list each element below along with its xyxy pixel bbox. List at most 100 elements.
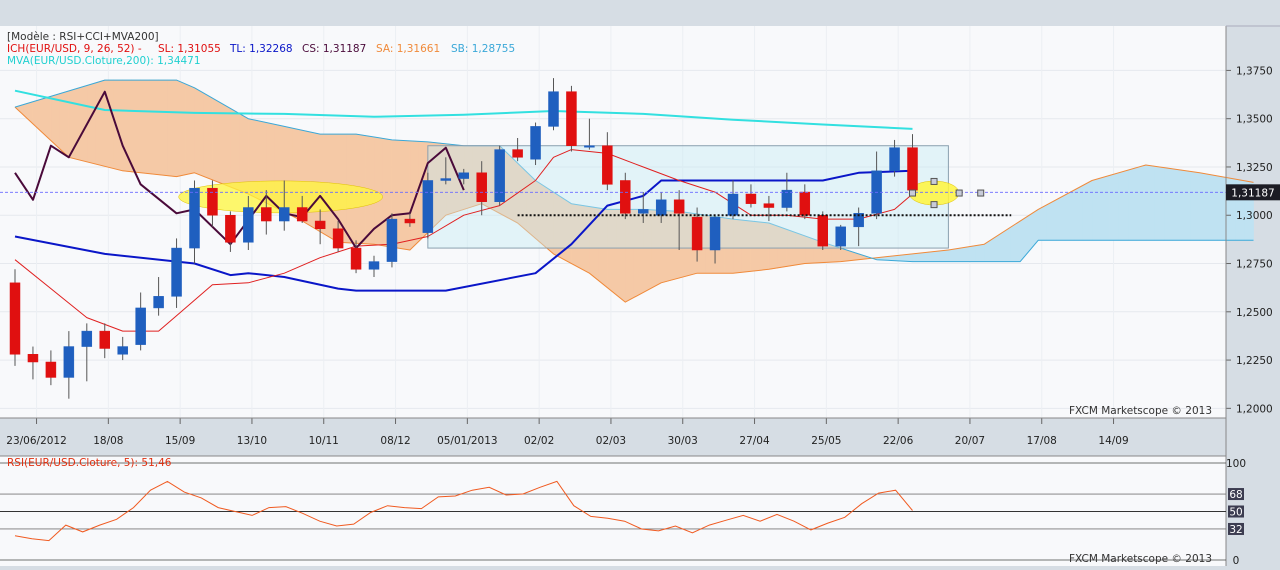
- candle-body: [709, 216, 721, 251]
- candle-body: [512, 149, 523, 158]
- candle[interactable]: [153, 277, 164, 316]
- rsi-line: [14, 480, 913, 542]
- candle[interactable]: [584, 118, 595, 150]
- senkou-span-b-line: [14, 79, 1254, 263]
- candle[interactable]: [135, 292, 146, 351]
- rsi-level-tag: [1228, 505, 1244, 518]
- candle[interactable]: [691, 207, 703, 262]
- candle[interactable]: [368, 255, 380, 278]
- candle-body: [404, 218, 416, 224]
- candle[interactable]: [835, 224, 846, 250]
- candle[interactable]: [261, 190, 272, 235]
- cloud-segment: [1091, 177, 1102, 241]
- candle[interactable]: [548, 78, 559, 131]
- candle-body: [422, 180, 434, 233]
- candle[interactable]: [494, 145, 505, 206]
- candle[interactable]: [799, 184, 811, 220]
- candle[interactable]: [243, 195, 254, 250]
- candle-body: [332, 228, 344, 249]
- candle[interactable]: [404, 213, 416, 227]
- chikou-span-line: [14, 90, 465, 250]
- candle[interactable]: [99, 323, 110, 359]
- x-tick-label: 05/01/2013: [437, 435, 498, 447]
- cloud-segment: [1082, 179, 1093, 241]
- candle[interactable]: [727, 180, 739, 220]
- candle[interactable]: [350, 240, 362, 274]
- candle-body: [602, 145, 613, 185]
- cloud-segment: [1163, 167, 1174, 241]
- x-tick-label: 10/11: [309, 435, 339, 447]
- candle-body: [548, 91, 559, 127]
- candle[interactable]: [440, 157, 452, 185]
- candle-body: [835, 226, 846, 247]
- candle[interactable]: [207, 180, 218, 227]
- candle-body: [189, 187, 200, 249]
- x-tick-label: 15/09: [165, 435, 195, 447]
- candle[interactable]: [620, 172, 631, 220]
- drag-handle[interactable]: [977, 189, 985, 197]
- candle[interactable]: [817, 211, 828, 250]
- candle[interactable]: [476, 161, 487, 216]
- candle-body: [171, 247, 182, 297]
- candle[interactable]: [763, 195, 775, 222]
- cloud-segment: [203, 92, 213, 181]
- candle[interactable]: [27, 346, 39, 380]
- candle[interactable]: [422, 172, 434, 239]
- candle-body: [117, 346, 128, 355]
- x-tick-label: 27/04: [739, 435, 770, 447]
- candle-body: [81, 330, 93, 347]
- rsi-title: RSI(EUR/USD.Cloture, 5): 51,46: [7, 457, 172, 469]
- candle[interactable]: [81, 323, 93, 382]
- candle[interactable]: [225, 211, 236, 252]
- candle[interactable]: [638, 192, 649, 223]
- cloud-segment: [409, 140, 420, 251]
- candle[interactable]: [296, 195, 308, 223]
- candle-body: [781, 189, 793, 208]
- candle-body: [763, 203, 775, 208]
- cloud-segment: [930, 250, 940, 262]
- candle[interactable]: [566, 85, 577, 152]
- y-tick-label: 1,2000: [1236, 403, 1273, 415]
- candle[interactable]: [9, 269, 21, 366]
- candle-body: [99, 330, 110, 349]
- kijun-sen-line: [14, 169, 913, 292]
- candle[interactable]: [45, 350, 57, 386]
- candle[interactable]: [458, 168, 469, 185]
- candle-body: [673, 199, 685, 214]
- cloud-segment: [1100, 174, 1111, 241]
- candle[interactable]: [279, 180, 290, 231]
- candle[interactable]: [386, 213, 398, 268]
- candle[interactable]: [709, 215, 721, 264]
- candle-body: [566, 91, 577, 146]
- drag-handle[interactable]: [909, 189, 916, 197]
- candle[interactable]: [63, 331, 75, 399]
- cloud-segment: [221, 102, 231, 188]
- candle-body: [243, 207, 254, 243]
- annotation-rectangle[interactable]: [427, 145, 949, 249]
- x-tick-label: 25/05: [811, 435, 841, 447]
- candle[interactable]: [853, 207, 864, 247]
- candle[interactable]: [530, 122, 541, 166]
- cloud-segment: [1217, 175, 1227, 241]
- candle[interactable]: [602, 132, 613, 191]
- candle[interactable]: [189, 180, 200, 264]
- candle[interactable]: [332, 221, 344, 252]
- candle[interactable]: [745, 184, 757, 208]
- candle-body: [727, 193, 739, 216]
- candle[interactable]: [655, 192, 667, 223]
- candle[interactable]: [673, 190, 685, 250]
- legend-tl: TL: 1,32268: [229, 43, 293, 55]
- drag-handle[interactable]: [930, 177, 938, 185]
- candle[interactable]: [512, 138, 523, 162]
- candle[interactable]: [171, 238, 182, 308]
- candle-body: [368, 261, 380, 270]
- x-tick-label: 23/06/2012: [6, 435, 67, 447]
- drag-handle[interactable]: [955, 189, 963, 197]
- cloud-segment: [1127, 167, 1138, 241]
- candle[interactable]: [889, 139, 900, 177]
- candle[interactable]: [314, 209, 326, 245]
- candles[interactable]: [9, 78, 918, 399]
- y-tick-label: 1,3000: [1236, 210, 1273, 222]
- candle[interactable]: [117, 336, 128, 361]
- drag-handle[interactable]: [930, 201, 938, 209]
